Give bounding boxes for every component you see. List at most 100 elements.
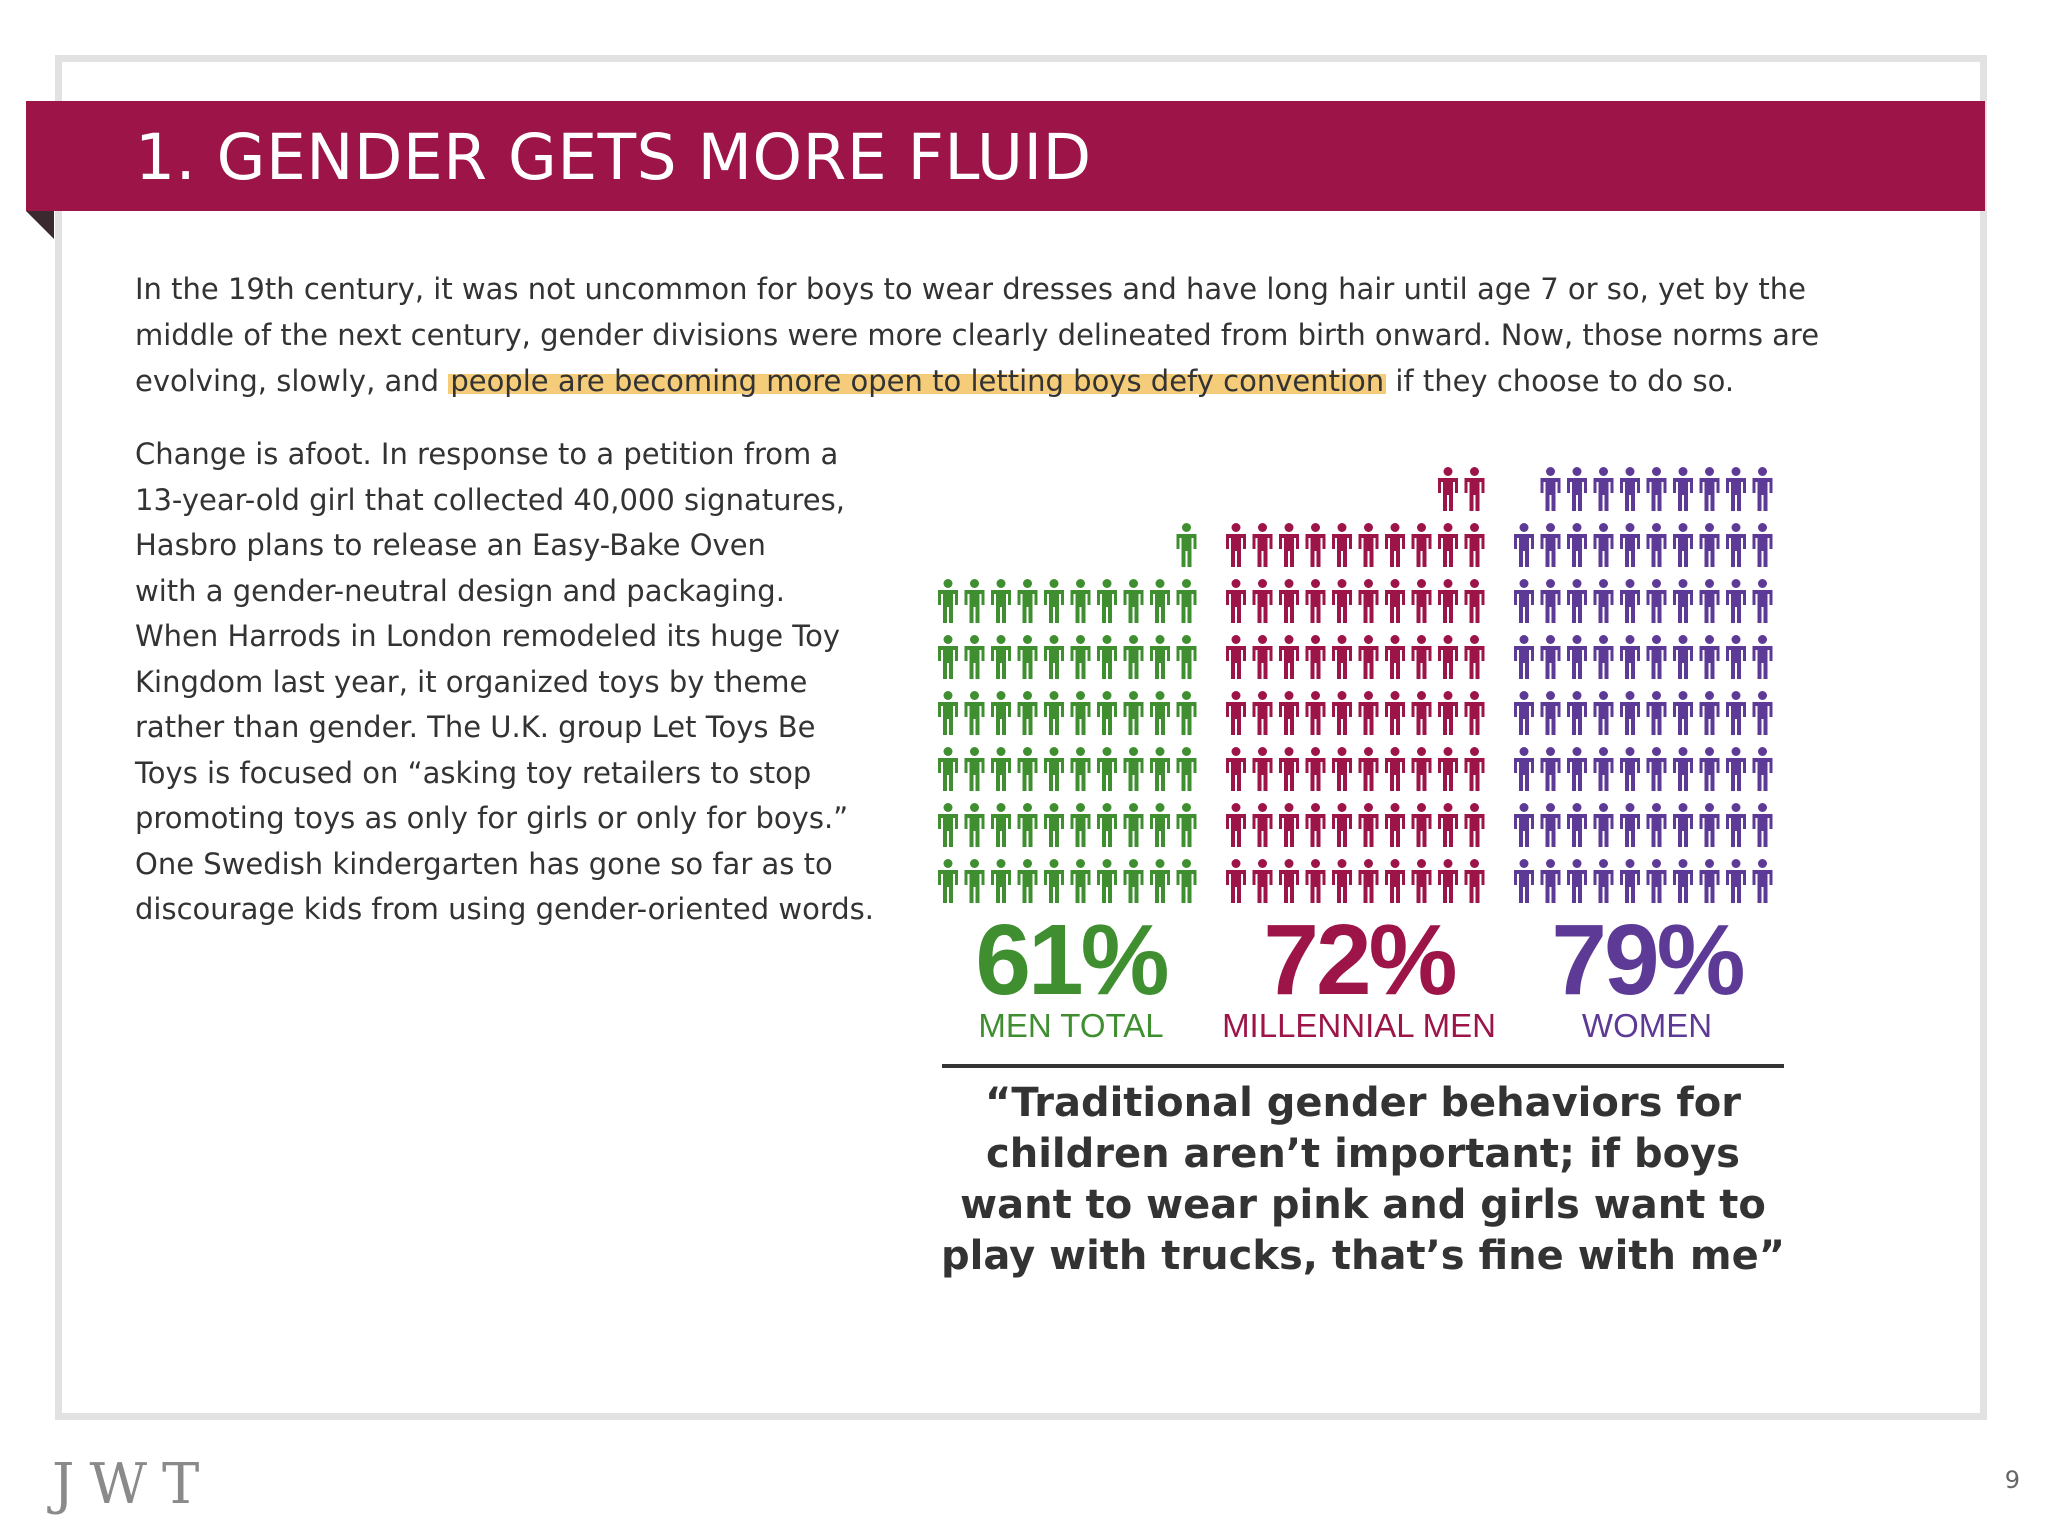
person-icon xyxy=(1070,747,1091,791)
person-icon xyxy=(1176,523,1197,567)
person-icon xyxy=(1464,691,1485,735)
person-icon xyxy=(1673,859,1693,903)
intro-paragraph: In the 19th century, it was not uncommon… xyxy=(135,266,1895,404)
body-line: with a gender-neutral design and packagi… xyxy=(135,573,785,608)
body-paragraph: Change is afoot. In response to a petiti… xyxy=(135,432,874,933)
person-icon xyxy=(1540,467,1561,511)
person-icon xyxy=(1540,803,1561,847)
person-icon xyxy=(1673,803,1693,847)
person-icon xyxy=(1332,747,1352,791)
person-icon xyxy=(1673,691,1693,735)
person-icon xyxy=(1150,635,1170,679)
person-icon xyxy=(1646,859,1667,903)
person-icon xyxy=(1699,691,1720,735)
person-icon xyxy=(1226,691,1246,735)
person-icon xyxy=(1752,579,1773,623)
person-icon xyxy=(1438,859,1458,903)
person-icon xyxy=(1017,803,1038,847)
jwt-logo: JWT xyxy=(52,1452,215,1517)
person-icon xyxy=(1332,579,1352,623)
person-icon xyxy=(1726,635,1746,679)
person-icon xyxy=(1070,635,1091,679)
person-icon xyxy=(1017,747,1038,791)
person-icon xyxy=(1752,859,1773,903)
person-icon xyxy=(1752,523,1773,567)
person-icon xyxy=(1070,579,1091,623)
person-icon xyxy=(1620,467,1640,511)
person-icon xyxy=(991,859,1011,903)
person-icon xyxy=(1646,635,1667,679)
person-icon xyxy=(938,803,958,847)
person-icon xyxy=(938,635,958,679)
person-icon xyxy=(1226,579,1246,623)
person-icon xyxy=(1567,523,1587,567)
person-icon xyxy=(1279,579,1299,623)
person-icon xyxy=(1567,803,1587,847)
person-icon xyxy=(1593,523,1614,567)
person-icon xyxy=(1514,691,1534,735)
person-icon xyxy=(1726,467,1746,511)
person-icon xyxy=(938,747,958,791)
person-icon xyxy=(1097,579,1117,623)
person-icon xyxy=(1593,467,1614,511)
body-line: Hasbro plans to release an Easy-Bake Ove… xyxy=(135,528,766,562)
person-icon xyxy=(1123,747,1144,791)
person-icon xyxy=(1385,579,1405,623)
person-icon xyxy=(1305,803,1326,847)
intro-text-end: if they choose to do so. xyxy=(1386,364,1735,398)
person-icon xyxy=(1123,859,1144,903)
person-icon xyxy=(1358,579,1379,623)
person-icon xyxy=(938,691,958,735)
person-icon xyxy=(1358,803,1379,847)
person-icon xyxy=(1044,747,1064,791)
person-icon xyxy=(1699,859,1720,903)
person-icon xyxy=(938,859,958,903)
intro-text: In the 19th century, it was not uncommon… xyxy=(135,272,1820,398)
person-icon xyxy=(1044,579,1064,623)
person-icon xyxy=(1438,803,1458,847)
person-icon xyxy=(1593,859,1614,903)
person-icon xyxy=(1540,523,1561,567)
person-icon xyxy=(1097,859,1117,903)
person-icon xyxy=(1593,635,1614,679)
person-icon xyxy=(1752,635,1773,679)
person-icon xyxy=(1385,691,1405,735)
person-icon xyxy=(1514,523,1534,567)
person-icon xyxy=(1699,579,1720,623)
person-icon xyxy=(1567,859,1587,903)
person-icon xyxy=(1044,803,1064,847)
person-icon xyxy=(1150,803,1170,847)
person-icon xyxy=(1305,747,1326,791)
person-icon xyxy=(1620,523,1640,567)
person-icon xyxy=(1514,747,1534,791)
person-icon xyxy=(1620,635,1640,679)
person-icon xyxy=(1567,579,1587,623)
body-line: 13-year-old girl that collected 40,000 s… xyxy=(135,482,845,517)
person-icon xyxy=(1385,859,1405,903)
person-icon xyxy=(1567,747,1587,791)
person-icon xyxy=(1699,747,1720,791)
percent-millennial-men: 72% xyxy=(1263,904,1457,1016)
body-line: Toys is focused on “asking toy retailers… xyxy=(135,755,812,790)
person-icon xyxy=(991,747,1011,791)
person-icon xyxy=(1726,803,1746,847)
person-icon xyxy=(1226,747,1246,791)
person-icon xyxy=(1673,467,1693,511)
person-icon xyxy=(1646,523,1667,567)
person-icon xyxy=(1646,803,1667,847)
person-icon xyxy=(1620,747,1640,791)
body-line: discourage kids from using gender-orient… xyxy=(135,892,874,926)
person-icon xyxy=(1752,803,1773,847)
person-icon xyxy=(1699,635,1720,679)
person-icon xyxy=(1540,635,1561,679)
body-line: rather than gender. The U.K. group Let T… xyxy=(135,710,816,744)
person-icon xyxy=(1514,859,1534,903)
person-icon xyxy=(1646,691,1667,735)
person-icon xyxy=(1699,523,1720,567)
person-icon xyxy=(1252,747,1273,791)
person-icon xyxy=(1226,523,1246,567)
slide-title: 1. GENDER GETS MORE FLUID xyxy=(135,121,1092,194)
title-band xyxy=(26,101,1985,211)
body-line: When Harrods in London remodeled its hug… xyxy=(135,619,840,653)
person-icon xyxy=(1252,859,1273,903)
